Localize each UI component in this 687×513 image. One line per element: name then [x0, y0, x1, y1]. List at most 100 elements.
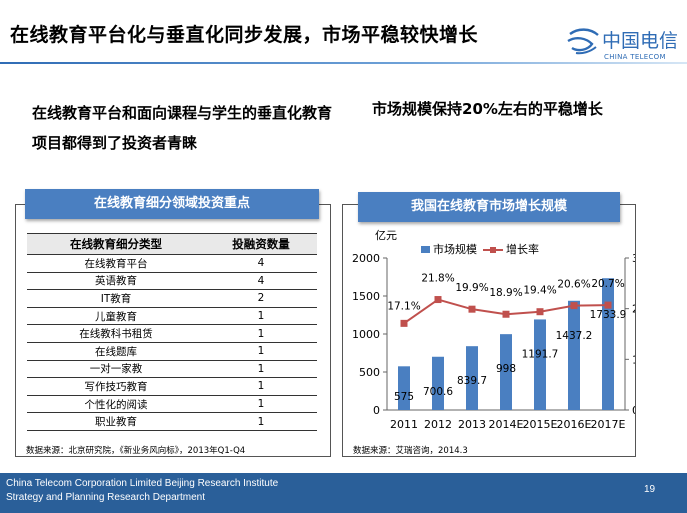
cell-type: 在线题库: [27, 342, 205, 361]
legend-swatch-line-marker: [490, 247, 496, 253]
investment-table: 在线教育细分类型 投融资数量 在线教育平台 4 英语教育 4 IT教育 2 儿童教育 1 在线教…: [27, 233, 317, 431]
footer-org: China Telecom Corporation Limited Beijin…: [6, 478, 279, 489]
y-right-tick-label: 20%: [632, 303, 635, 316]
page-number: 19: [644, 484, 656, 495]
cell-type: 在线教育平台: [27, 254, 205, 273]
investment-banner: 在线教育细分领域投资重点: [25, 189, 319, 219]
cell-count: 1: [205, 342, 317, 361]
china-telecom-logo-icon: [567, 28, 599, 55]
y-right-tick-label: 30%: [632, 252, 635, 265]
bar-2015E: [534, 319, 546, 410]
chart-banner: 我国在线教育市场增长规模: [358, 192, 620, 222]
x-tick-label: 2016E: [557, 418, 592, 431]
right-heading: 市场规模保持20%左右的平稳增长: [372, 100, 603, 118]
cell-count: 1: [205, 360, 317, 379]
bar-2011: [398, 366, 410, 410]
growth-rate-label: 20.7%: [591, 278, 624, 290]
growth-rate-point: [570, 302, 578, 310]
growth-rate-label: 19.9%: [455, 282, 488, 294]
growth-rate-label: 21.8%: [421, 273, 454, 285]
left-heading: 在线教育平台和面向课程与学生的垂直化教育项目都得到了投资者青睐: [32, 104, 333, 152]
cell-type: 职业教育: [27, 412, 205, 431]
table-row: 儿童教育 1: [27, 307, 317, 326]
table-row: 在线教育平台 4: [27, 254, 317, 273]
bar-value-label: 839.7: [457, 375, 487, 387]
growth-rate-label: 18.9%: [489, 287, 522, 299]
x-tick-label: 2015E: [523, 418, 558, 431]
y-left-tick-label: 2000: [352, 252, 380, 265]
y-left-tick-label: 0: [373, 404, 380, 417]
y-right-tick-label: 10%: [632, 353, 635, 366]
growth-rate-point: [468, 305, 476, 313]
growth-rate-point: [400, 319, 408, 327]
cell-type: 写作技巧教育: [27, 377, 205, 396]
cell-type: 个性化的阅读: [27, 395, 205, 414]
cell-count: 1: [205, 324, 317, 343]
x-tick-label: 2014E: [489, 418, 524, 431]
column-header-count: 投融资数量: [205, 233, 317, 255]
y-left-tick-label: 500: [359, 366, 380, 379]
chart-source: 数据来源：艾瑞咨询，2014.3: [353, 446, 468, 456]
bar-2017E: [602, 278, 614, 410]
x-tick-label: 2013: [458, 418, 486, 431]
y-left-tick-label: 1000: [352, 328, 380, 341]
cell-type: IT教育: [27, 289, 205, 308]
cell-type: 一对一家教: [27, 360, 205, 379]
bar-value-label: 575: [394, 391, 414, 403]
growth-rate-point: [604, 301, 612, 309]
table-row: 个性化的阅读 1: [27, 395, 317, 414]
cell-count: 4: [205, 254, 317, 273]
bar-2016E: [568, 300, 580, 410]
cell-count: 2: [205, 289, 317, 308]
bar-value-label: 1437.2: [556, 330, 593, 342]
table-row: 一对一家教 1: [27, 360, 317, 379]
table-row: 在线题库 1: [27, 342, 317, 361]
growth-rate-label: 19.4%: [523, 285, 556, 297]
x-tick-label: 2011: [390, 418, 418, 431]
cell-count: 1: [205, 377, 317, 396]
bar-value-label: 700.6: [423, 386, 453, 398]
table-row: 英语教育 4: [27, 272, 317, 291]
growth-rate-label: 20.6%: [557, 279, 590, 291]
cell-type: 英语教育: [27, 272, 205, 291]
bar-value-label: 998: [496, 363, 516, 375]
growth-rate-point: [502, 310, 510, 318]
bar-2012: [432, 356, 444, 410]
bar-2014E: [500, 334, 512, 410]
y-left-tick-label: 1500: [352, 290, 380, 303]
column-header-type: 在线教育细分类型: [27, 233, 205, 255]
bar-2013: [466, 346, 478, 410]
cell-count: 4: [205, 272, 317, 291]
logo-text-en: CHINA TELECOM: [604, 53, 666, 61]
slide-title: 在线教育平台化与垂直化同步发展，市场平稳较快增长: [10, 24, 479, 46]
growth-rate-point: [434, 296, 442, 304]
table-row: IT教育 2: [27, 289, 317, 308]
bar-value-label: 1733.9: [590, 309, 627, 321]
footer-bar: [0, 473, 687, 513]
cell-count: 1: [205, 412, 317, 431]
legend-swatch-bar: [421, 246, 430, 253]
legend-label-bar: 市场规模: [433, 242, 477, 256]
growth-rate-point: [536, 308, 544, 316]
x-tick-label: 2017E: [591, 418, 626, 431]
legend-label-line: 增长率: [506, 242, 539, 256]
logo-text-cn: 中国电信: [602, 30, 679, 52]
table-row: 在线教科书租赁 1: [27, 324, 317, 343]
y-right-tick-label: 0%: [632, 404, 635, 417]
cell-count: 1: [205, 307, 317, 326]
cell-type: 儿童教育: [27, 307, 205, 326]
footer-dept: Strategy and Planning Research Departmen…: [6, 492, 206, 503]
market-growth-chart: 0 500 1000 1500 2000 0% 10% 20% 30% 亿元 575 2011 700.…: [352, 229, 635, 431]
growth-rate-label: 17.1%: [387, 300, 420, 312]
title-divider: [0, 62, 687, 64]
table-row: 职业教育 1: [27, 412, 317, 431]
x-tick-label: 2012: [424, 418, 452, 431]
china-telecom-logo: 中国电信 CHINA TELECOM: [566, 22, 684, 68]
table-source: 数据来源：北京研究院，《新业务风向标》，2013年Q1-Q4: [26, 446, 246, 456]
table-header-row: 在线教育细分类型 投融资数量: [27, 233, 317, 255]
cell-type: 在线教科书租赁: [27, 324, 205, 343]
table-body: 在线教育平台 4 英语教育 4 IT教育 2 儿童教育 1 在线教科书租赁 1 在线题库 1 一对一家教…: [27, 254, 317, 431]
cell-count: 1: [205, 395, 317, 414]
bar-value-label: 1191.7: [522, 348, 559, 360]
table-row: 写作技巧教育 1: [27, 377, 317, 396]
